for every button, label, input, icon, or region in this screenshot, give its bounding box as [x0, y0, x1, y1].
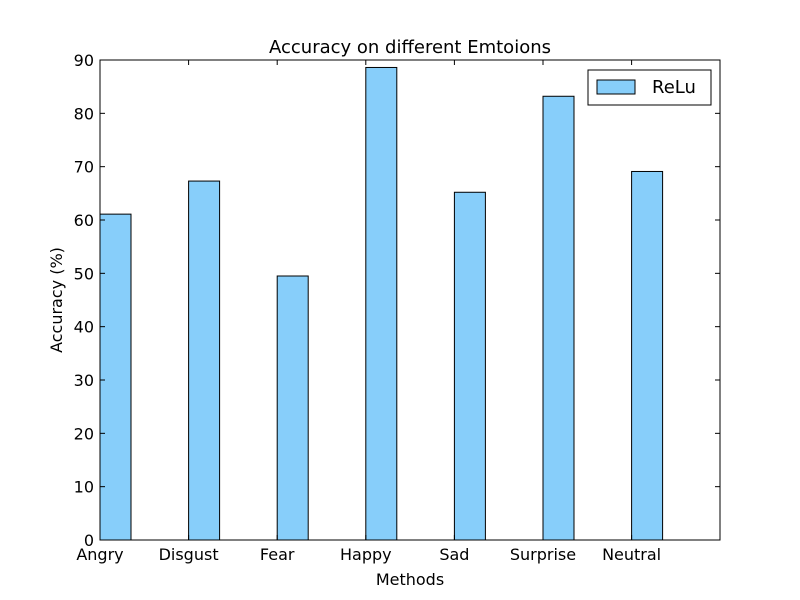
- x-tick-label-surprise: Surprise: [510, 545, 576, 564]
- y-tick-label-20: 20: [74, 424, 94, 443]
- y-tick-label-10: 10: [74, 478, 94, 497]
- bar-happy: [365, 66, 398, 541]
- bar-neutral: [631, 170, 664, 541]
- x-tick-label-fear: Fear: [260, 545, 295, 564]
- bar-disgust: [188, 180, 221, 541]
- chart-title: Accuracy on different Emtoions: [269, 37, 551, 58]
- bar-sad: [453, 191, 486, 541]
- y-axis-label: Accuracy (%): [47, 247, 66, 353]
- plot-frame: [99, 59, 721, 541]
- legend: ReLu: [587, 69, 712, 106]
- legend-label: ReLu: [652, 77, 696, 98]
- y-tick-label-40: 40: [74, 318, 94, 337]
- x-tick-label-happy: Happy: [340, 545, 392, 564]
- x-axis-ticks: Angry Disgust Fear Happy Sad Surprise Neutral: [76, 60, 661, 564]
- x-axis-label: Methods: [376, 570, 444, 589]
- y-tick-label-30: 30: [74, 371, 94, 390]
- y-tick-label-70: 70: [74, 158, 94, 177]
- y-axis-ticks: 0 10 20 30 40 50 60 70 80 90: [74, 51, 720, 550]
- bar-surprise: [542, 95, 575, 541]
- y-tick-label-0: 0: [84, 531, 94, 550]
- y-tick-label-80: 80: [74, 104, 94, 123]
- x-tick-label-neutral: Neutral: [602, 545, 661, 564]
- x-tick-label-angry: Angry: [76, 545, 123, 564]
- legend-swatch: [596, 79, 636, 95]
- y-tick-label-60: 60: [74, 211, 94, 230]
- bar-angry: [99, 213, 132, 541]
- x-tick-label-sad: Sad: [439, 545, 469, 564]
- y-tick-label-50: 50: [74, 264, 94, 283]
- x-tick-label-disgust: Disgust: [159, 545, 219, 564]
- bar-fear: [276, 275, 309, 541]
- y-tick-label-90: 90: [74, 51, 94, 70]
- bars-group: [99, 66, 664, 541]
